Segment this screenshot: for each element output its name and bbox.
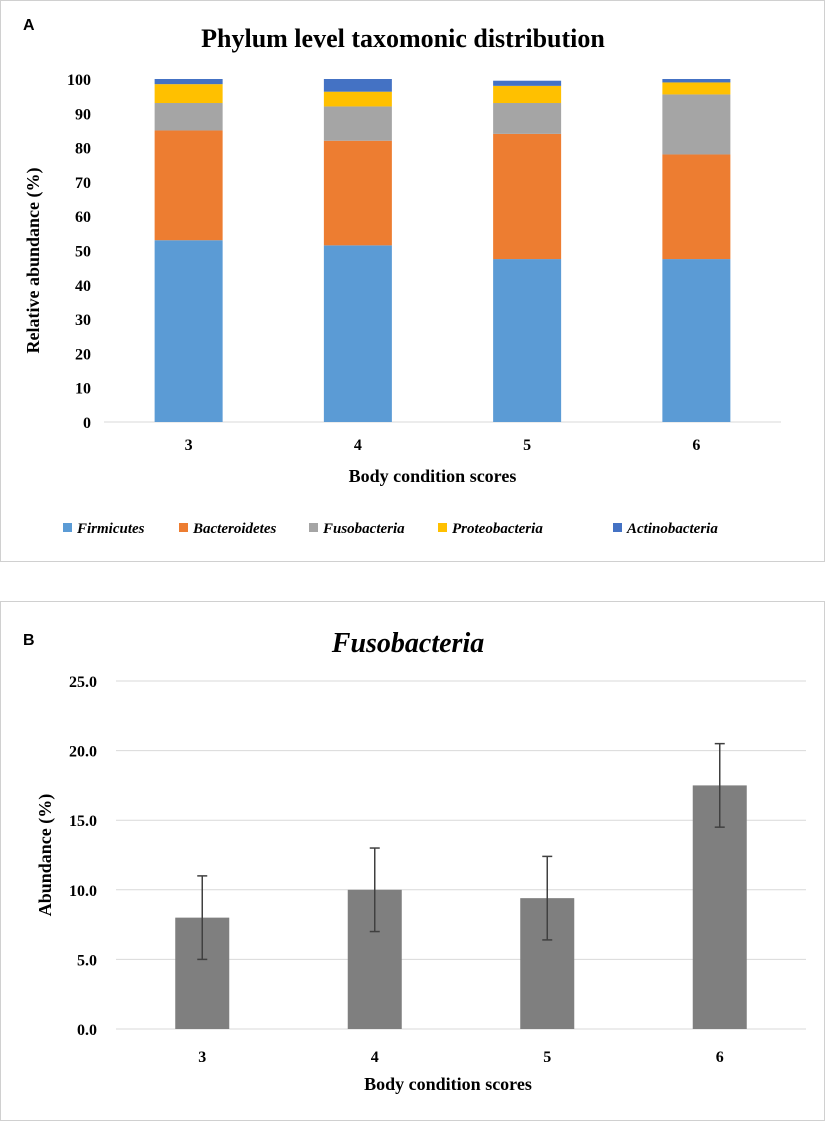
fusobacteria-bar-chart: Fusobacteria 0.0 5.0 10.0 15.0 20.0 25.0 3 4 5 6 Bo… bbox=[35, 628, 806, 1094]
legend-label: Firmicutes bbox=[76, 521, 145, 537]
y-tick-label: 25.0 bbox=[69, 674, 97, 691]
y-tick-label: 0 bbox=[83, 415, 91, 432]
x-axis-label: Body condition scores bbox=[364, 1074, 532, 1094]
y-axis-label: Abundance (%) bbox=[35, 794, 56, 917]
bar-segment-fusobacteria bbox=[662, 94, 731, 155]
y-tick-label: 90 bbox=[75, 106, 91, 123]
legend-swatch bbox=[309, 523, 318, 532]
x-tick-label: 3 bbox=[185, 437, 193, 454]
x-tick-label: 6 bbox=[716, 1049, 724, 1066]
y-tick-label: 10 bbox=[75, 381, 91, 398]
panel-letter-b: B bbox=[23, 632, 35, 649]
bar-segment-bacteroidetes bbox=[493, 133, 562, 260]
x-tick-label: 5 bbox=[543, 1049, 551, 1066]
y-tick-label: 100 bbox=[67, 72, 91, 89]
y-axis-label: Relative abundance (%) bbox=[23, 168, 44, 354]
bar-segment-bacteroidetes bbox=[662, 154, 731, 260]
y-tick-label: 15.0 bbox=[69, 813, 97, 830]
x-tick-label: 4 bbox=[354, 437, 362, 454]
y-tick-label: 30 bbox=[75, 312, 91, 329]
bar-segment-firmicutes bbox=[493, 259, 562, 422]
legend-swatch bbox=[438, 523, 447, 532]
bar-segment-actinobacteria bbox=[154, 79, 223, 85]
y-tick-label: 40 bbox=[75, 278, 91, 295]
x-tick-label: 4 bbox=[371, 1049, 379, 1066]
bar-segment-firmicutes bbox=[154, 240, 223, 422]
legend-swatch bbox=[179, 523, 188, 532]
panel-letter-a: A bbox=[23, 17, 35, 34]
y-tick-label: 50 bbox=[75, 244, 91, 261]
legend-swatch bbox=[63, 523, 72, 532]
legend-label: Bacteroidetes bbox=[192, 521, 276, 537]
panel-b: B Fusobacteria 0.0 5.0 10.0 15.0 20.0 25.0 3 4 5 6… bbox=[0, 601, 825, 1121]
x-tick-label: 6 bbox=[692, 437, 700, 454]
panel-a: A Phylum level taxomonic distribution 0 10… bbox=[0, 0, 825, 562]
y-tick-label: 5.0 bbox=[77, 952, 97, 969]
bar-segment-actinobacteria bbox=[323, 79, 392, 92]
x-tick-label: 3 bbox=[198, 1049, 206, 1066]
legend-label: Actinobacteria bbox=[626, 521, 718, 537]
bar-segment-fusobacteria bbox=[154, 103, 223, 131]
bar-segment-bacteroidetes bbox=[323, 140, 392, 246]
chart-title: Phylum level taxomonic distribution bbox=[201, 24, 605, 53]
legend-swatch bbox=[613, 523, 622, 532]
x-tick-label: 5 bbox=[523, 437, 531, 454]
y-tick-label: 20 bbox=[75, 346, 91, 363]
bar-segment-bacteroidetes bbox=[154, 130, 223, 241]
bar-segment-proteobacteria bbox=[323, 91, 392, 107]
chart-title: Fusobacteria bbox=[331, 628, 484, 659]
y-tick-label: 80 bbox=[75, 141, 91, 158]
bar-segment-firmicutes bbox=[323, 245, 392, 422]
bar-segment-fusobacteria bbox=[323, 106, 392, 141]
bar-segment-proteobacteria bbox=[154, 84, 223, 104]
legend-label: Fusobacteria bbox=[322, 521, 405, 537]
y-tick-label: 10.0 bbox=[69, 883, 97, 900]
y-tick-label: 0.0 bbox=[77, 1022, 97, 1039]
bar-segment-firmicutes bbox=[662, 259, 731, 422]
y-tick-label: 20.0 bbox=[69, 744, 97, 761]
bar-segment-proteobacteria bbox=[493, 85, 562, 104]
x-axis-label: Body condition scores bbox=[349, 466, 517, 486]
bar-segment-proteobacteria bbox=[662, 82, 731, 95]
y-tick-label: 70 bbox=[75, 175, 91, 192]
bar-segment-actinobacteria bbox=[662, 79, 731, 83]
stacked-bar-chart: Phylum level taxomonic distribution 0 10 20… bbox=[23, 24, 781, 537]
bar-segment-fusobacteria bbox=[493, 103, 562, 134]
bar-segment-actinobacteria bbox=[493, 80, 562, 86]
y-tick-label: 60 bbox=[75, 209, 91, 226]
legend-label: Proteobacteria bbox=[452, 521, 543, 537]
